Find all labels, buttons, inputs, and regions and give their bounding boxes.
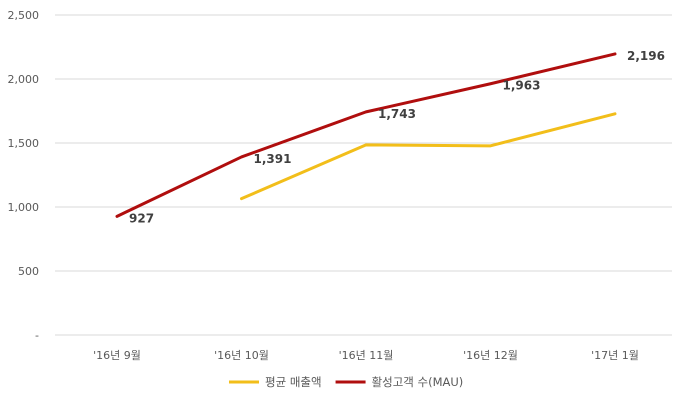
y-tick-label: -: [35, 329, 39, 342]
y-tick-label: 1,000: [8, 201, 40, 214]
x-tick-label: '16년 12월: [463, 349, 518, 362]
x-tick-label: '16년 11월: [339, 349, 394, 362]
series-line-2: [115, 52, 617, 218]
data-label: 1,743: [378, 107, 416, 121]
data-label: 2,196: [627, 49, 665, 63]
legend-label-1: 평균 매출액: [265, 375, 322, 389]
legend-label-2: 활성고객 수(MAU): [372, 375, 464, 389]
data-label: 927: [129, 211, 154, 225]
data-label: 1,391: [254, 152, 292, 166]
x-tick-label: '16년 9월: [93, 349, 141, 362]
y-tick-label: 2,500: [8, 9, 40, 22]
x-tick-label: '16년 10월: [214, 349, 269, 362]
y-tick-label: 1,500: [8, 137, 40, 150]
data-label: 1,963: [503, 79, 541, 93]
x-tick-label: '17년 1월: [591, 349, 639, 362]
y-tick-label: 500: [18, 265, 39, 278]
y-tick-label: 2,000: [8, 73, 40, 86]
series-line-1: [240, 112, 617, 201]
